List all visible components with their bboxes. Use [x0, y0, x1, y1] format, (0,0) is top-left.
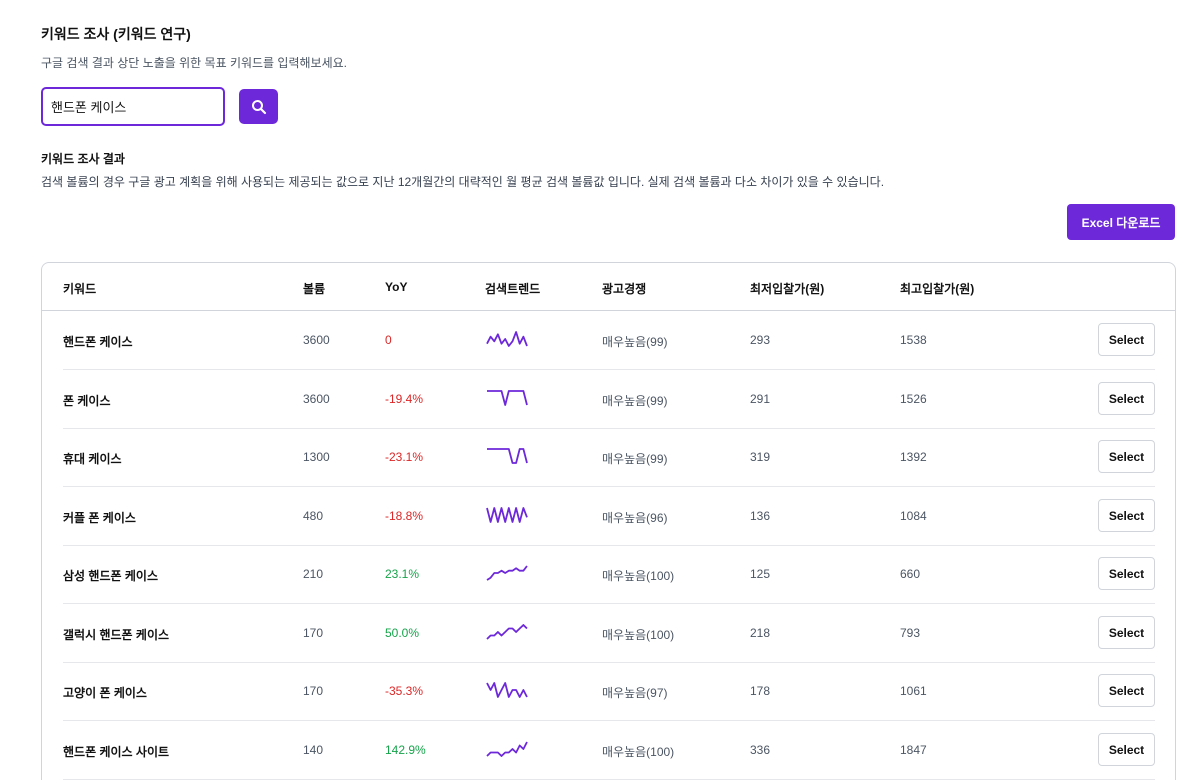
column-header-competition[interactable]: 광고경쟁 — [602, 282, 647, 296]
keyword-cell: 핸드폰 케이스 — [63, 335, 133, 349]
keyword-cell: 갤럭시 핸드폰 케이스 — [63, 628, 170, 642]
volume-cell: 1300 — [303, 450, 330, 464]
results-table: 키워드 볼륨 YoY 검색트렌드 광고경쟁 최저입찰가(원) 최고입찰가(원) … — [41, 262, 1176, 780]
yoy-cell: 142.9% — [385, 743, 426, 757]
trend-sparkline — [486, 624, 528, 640]
min-bid-cell: 218 — [750, 626, 771, 640]
search-icon — [251, 99, 266, 114]
yoy-cell: -35.3% — [385, 684, 424, 698]
trend-sparkline — [486, 741, 528, 757]
min-bid-cell: 336 — [750, 743, 771, 757]
trend-line — [487, 390, 528, 406]
table-row: 휴대 케이스 1300 -23.1% 매우높음(99) 319 1392 Select — [63, 428, 1155, 487]
select-button[interactable]: Select — [1098, 674, 1155, 707]
min-bid-cell: 293 — [750, 333, 771, 347]
min-bid-cell: 125 — [750, 567, 771, 581]
search-button[interactable] — [239, 89, 278, 124]
competition-cell: 매우높음(99) — [602, 394, 668, 408]
competition-cell: 매우높음(99) — [602, 335, 668, 349]
min-bid-cell: 291 — [750, 392, 771, 406]
min-bid-cell: 178 — [750, 684, 771, 698]
column-header-volume[interactable]: 볼륨 — [303, 282, 326, 296]
yoy-cell: 0 — [385, 333, 392, 347]
select-button[interactable]: Select — [1098, 733, 1155, 766]
keyword-cell: 삼성 핸드폰 케이스 — [63, 569, 158, 583]
table-row: 삼성 핸드폰 케이스 210 23.1% 매우높음(100) 125 660 Select — [63, 545, 1155, 604]
competition-cell: 매우높음(99) — [602, 452, 668, 466]
max-bid-cell: 1526 — [900, 392, 927, 406]
page-subtitle: 구글 검색 결과 상단 노출을 위한 목표 키워드를 입력해보세요. — [41, 56, 348, 70]
max-bid-cell: 1084 — [900, 509, 927, 523]
volume-cell: 480 — [303, 509, 324, 523]
trend-line — [486, 565, 528, 581]
results-description: 검색 볼륨의 경우 구글 광고 계획을 위해 사용되는 제공되는 값으로 지난 … — [41, 175, 885, 189]
competition-cell: 매우높음(100) — [602, 745, 675, 759]
select-button[interactable]: Select — [1098, 382, 1155, 415]
table-row: 갤럭시 핸드폰 케이스 170 50.0% 매우높음(100) 218 793 Select — [63, 604, 1155, 663]
keyword-cell: 커플 폰 케이스 — [63, 511, 136, 525]
yoy-cell: -19.4% — [385, 392, 424, 406]
page-title: 키워드 조사 (키워드 연구) — [41, 26, 191, 42]
column-header-max-bid[interactable]: 최고입찰가(원) — [900, 282, 975, 296]
trend-sparkline — [486, 682, 528, 698]
trend-sparkline — [486, 507, 528, 523]
max-bid-cell: 1847 — [900, 743, 927, 757]
keyword-cell: 고양이 폰 케이스 — [63, 686, 147, 700]
max-bid-cell: 1538 — [900, 333, 927, 347]
excel-download-button[interactable]: Excel 다운로드 — [1067, 204, 1175, 240]
trend-line — [486, 507, 528, 523]
select-button[interactable]: Select — [1098, 323, 1155, 356]
trend-line — [486, 682, 528, 698]
select-button[interactable]: Select — [1098, 616, 1155, 649]
trend-line — [487, 448, 528, 464]
volume-cell: 140 — [303, 743, 324, 757]
table-row: 폰 케이스 3600 -19.4% 매우높음(99) 291 1526 Select — [63, 370, 1155, 429]
volume-cell: 3600 — [303, 333, 330, 347]
max-bid-cell: 1392 — [900, 450, 927, 464]
select-button[interactable]: Select — [1098, 557, 1155, 590]
results-title: 키워드 조사 결과 — [41, 152, 125, 166]
trend-line — [486, 741, 528, 757]
competition-cell: 매우높음(97) — [602, 686, 668, 700]
keyword-cell: 핸드폰 케이스 사이트 — [63, 745, 170, 759]
column-header-keyword[interactable]: 키워드 — [63, 282, 97, 296]
yoy-cell: 23.1% — [385, 567, 420, 581]
table-row: 고양이 폰 케이스 170 -35.3% 매우높음(97) 178 1061 Select — [63, 662, 1155, 721]
max-bid-cell: 793 — [900, 626, 921, 640]
volume-cell: 170 — [303, 626, 324, 640]
table-row: 핸드폰 케이스 사이트 140 142.9% 매우높음(100) 336 1847 Sele… — [63, 721, 1155, 780]
min-bid-cell: 319 — [750, 450, 771, 464]
table-header: 키워드 볼륨 YoY 검색트렌드 광고경쟁 최저입찰가(원) 최고입찰가(원) — [42, 263, 1175, 311]
yoy-cell: 50.0% — [385, 626, 420, 640]
competition-cell: 매우높음(100) — [602, 569, 675, 583]
volume-cell: 170 — [303, 684, 324, 698]
trend-sparkline — [486, 565, 528, 581]
trend-sparkline — [486, 331, 528, 347]
trend-sparkline — [487, 448, 528, 464]
trend-line — [486, 331, 528, 347]
trend-sparkline — [487, 390, 528, 406]
max-bid-cell: 1061 — [900, 684, 927, 698]
keyword-cell: 폰 케이스 — [63, 394, 111, 408]
table-row: 커플 폰 케이스 480 -18.8% 매우높음(96) 136 1084 Select — [63, 487, 1155, 546]
competition-cell: 매우높음(100) — [602, 628, 675, 642]
yoy-cell: -18.8% — [385, 509, 424, 523]
volume-cell: 3600 — [303, 392, 330, 406]
min-bid-cell: 136 — [750, 509, 771, 523]
max-bid-cell: 660 — [900, 567, 921, 581]
volume-cell: 210 — [303, 567, 324, 581]
select-button[interactable]: Select — [1098, 499, 1155, 532]
yoy-cell: -23.1% — [385, 450, 424, 464]
search-input[interactable] — [41, 87, 225, 126]
column-header-trend[interactable]: 검색트렌드 — [485, 282, 541, 296]
column-header-min-bid[interactable]: 최저입찰가(원) — [750, 282, 825, 296]
trend-line — [486, 624, 528, 640]
competition-cell: 매우높음(96) — [602, 511, 668, 525]
column-header-yoy[interactable]: YoY — [385, 280, 408, 294]
select-button[interactable]: Select — [1098, 440, 1155, 473]
table-row: 핸드폰 케이스 3600 0 매우높음(99) 293 1538 Select — [63, 311, 1155, 370]
keyword-cell: 휴대 케이스 — [63, 452, 122, 466]
